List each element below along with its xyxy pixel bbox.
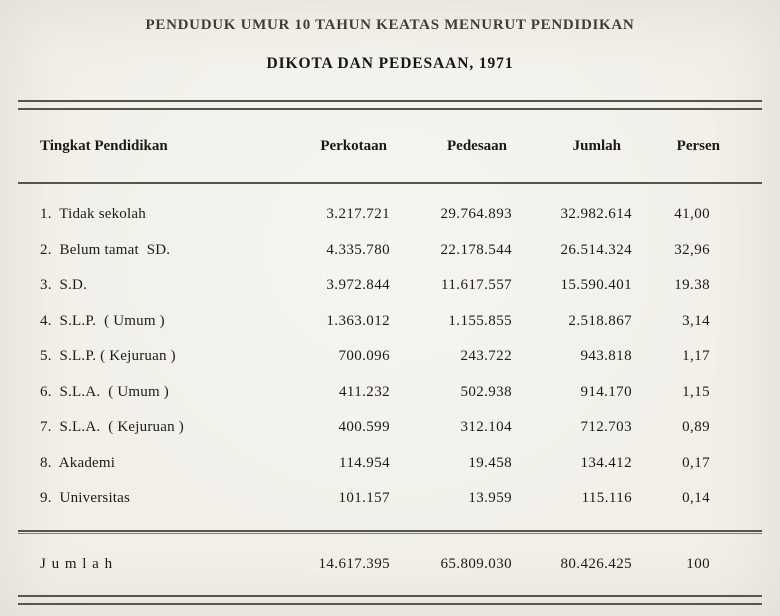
cell-pedesaan: 243.722 — [460, 348, 512, 365]
cell-label: 1. Tidak sekolah — [40, 206, 146, 223]
cell-jumlah: 914.170 — [580, 383, 632, 400]
cell-jumlah: 712.703 — [580, 419, 632, 436]
cell-pedesaan: 502.938 — [460, 383, 512, 400]
table-row: 9. Universitas 101.157 13.959 115.116 0,… — [18, 481, 762, 517]
footer-label: J u m l a h — [40, 555, 114, 572]
cell-jumlah: 15.590.401 — [560, 277, 632, 294]
col-header-pedesaan: Pedesaan — [447, 137, 507, 154]
table-row: 8. Akademi 114.954 19.458 134.412 0,17 — [18, 446, 762, 482]
cell-label: 4. S.L.P. ( Umum ) — [40, 312, 165, 329]
table-footer-row: J u m l a h 14.617.395 65.809.030 80.426… — [18, 534, 762, 595]
cell-label: 5. S.L.P. ( Kejuruan ) — [40, 348, 176, 365]
table-row: 1. Tidak sekolah 3.217.721 29.764.893 32… — [18, 197, 762, 233]
cell-persen: 19.38 — [674, 277, 710, 294]
col-header-tingkat-pendidikan: Tingkat Pendidikan — [40, 137, 168, 154]
cell-pedesaan: 19.458 — [468, 454, 512, 471]
cell-perkotaan: 400.599 — [338, 419, 390, 436]
footer-pedesaan: 65.809.030 — [440, 555, 512, 572]
cell-pedesaan: 11.617.557 — [441, 277, 512, 294]
cell-persen: 0,14 — [682, 490, 710, 507]
bottom-double-rule — [18, 594, 762, 605]
cell-perkotaan: 101.157 — [338, 490, 390, 507]
cell-persen: 32,96 — [674, 241, 710, 258]
document-subtitle: DIKOTA DAN PEDESAAN, 1971 — [266, 55, 514, 72]
header-bottom-rule — [18, 182, 762, 184]
cell-perkotaan: 114.954 — [339, 454, 390, 471]
cell-persen: 3,14 — [682, 312, 710, 329]
table-row: 4. S.L.P. ( Umum ) 1.363.012 1.155.855 2… — [18, 304, 762, 340]
cell-label: 7. S.L.A. ( Kejuruan ) — [40, 419, 184, 436]
cell-jumlah: 2.518.867 — [568, 312, 632, 329]
col-header-jumlah: Jumlah — [572, 137, 621, 154]
cell-pedesaan: 1.155.855 — [448, 312, 512, 329]
table-body: 1. Tidak sekolah 3.217.721 29.764.893 32… — [0, 184, 780, 530]
top-double-rule — [18, 100, 762, 110]
cell-persen: 1,17 — [682, 348, 710, 365]
cell-label: 2. Belum tamat SD. — [40, 241, 171, 258]
cell-label: 3. S.D. — [40, 277, 88, 294]
footer-top-rule — [18, 529, 762, 534]
cell-perkotaan: 1.363.012 — [326, 312, 390, 329]
footer-persen: 100 — [686, 555, 710, 572]
footer-jumlah: 80.426.425 — [560, 555, 632, 572]
cell-jumlah: 943.818 — [580, 348, 632, 365]
cell-jumlah: 26.514.324 — [560, 241, 632, 258]
document-title: PENDUDUK UMUR 10 TAHUN KEATAS MENURUT PE… — [145, 17, 635, 33]
table-row: 5. S.L.P. ( Kejuruan ) 700.096 243.722 9… — [18, 339, 762, 375]
title-block: PENDUDUK UMUR 10 TAHUN KEATAS MENURUT PE… — [0, 0, 780, 100]
cell-persen: 0,89 — [682, 419, 710, 436]
cell-jumlah: 32.982.614 — [560, 206, 632, 223]
table-row: 6. S.L.A. ( Umum ) 411.232 502.938 914.1… — [18, 375, 762, 411]
cell-pedesaan: 13.959 — [468, 490, 512, 507]
cell-persen: 0,17 — [682, 454, 710, 471]
col-header-persen: Persen — [676, 137, 720, 154]
cell-label: 9. Universitas — [40, 490, 131, 507]
table-row: 3. S.D. 3.972.844 11.617.557 15.590.401 … — [18, 268, 762, 304]
cell-jumlah: 115.116 — [581, 490, 632, 507]
cell-pedesaan: 312.104 — [460, 419, 512, 436]
cell-pedesaan: 29.764.893 — [440, 206, 512, 223]
cell-label: 6. S.L.A. ( Umum ) — [40, 383, 169, 400]
cell-perkotaan: 3.217.721 — [326, 206, 390, 223]
col-header-perkotaan: Perkotaan — [320, 137, 387, 154]
cell-jumlah: 134.412 — [580, 454, 632, 471]
footer-perkotaan: 14.617.395 — [318, 555, 390, 572]
cell-perkotaan: 700.096 — [338, 348, 390, 365]
cell-label: 8. Akademi — [40, 454, 116, 471]
table-header-row: Tingkat Pendidikan Perkotaan Pedesaan Ju… — [18, 110, 762, 182]
cell-perkotaan: 411.232 — [339, 383, 390, 400]
cell-pedesaan: 22.178.544 — [440, 241, 512, 258]
cell-perkotaan: 4.335.780 — [326, 241, 390, 258]
cell-perkotaan: 3.972.844 — [326, 277, 390, 294]
cell-persen: 41,00 — [674, 206, 710, 223]
table-row: 2. Belum tamat SD. 4.335.780 22.178.544 … — [18, 233, 762, 269]
table-row: 7. S.L.A. ( Kejuruan ) 400.599 312.104 7… — [18, 410, 762, 446]
cell-persen: 1,15 — [682, 383, 710, 400]
